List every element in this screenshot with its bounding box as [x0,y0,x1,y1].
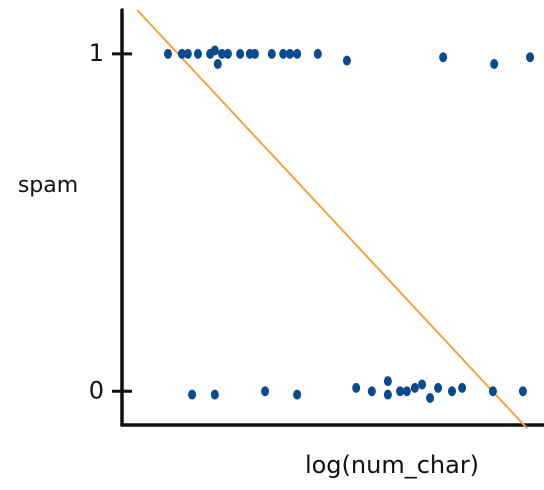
point [213,58,222,69]
y-tick-label: 1 [89,39,104,67]
point [526,52,535,63]
point [448,386,457,397]
point [410,382,419,393]
point [383,376,392,387]
point [177,48,186,59]
point [426,393,435,404]
point [383,389,392,400]
point [285,48,294,59]
point [293,48,302,59]
point [193,48,202,59]
point [223,48,232,59]
point [267,48,276,59]
point [163,48,172,59]
point [210,389,219,400]
point [396,386,405,397]
point [313,48,322,59]
point [183,48,192,59]
point [434,382,443,393]
point [293,389,302,400]
y-tick-label: 0 [89,376,104,404]
point [488,386,497,397]
point [188,389,197,400]
point [418,379,427,390]
y-axis-label: spam [18,173,78,198]
point [279,48,288,59]
fit-line [136,9,528,430]
point [518,386,527,397]
x-axis-label: log(num_char) [305,451,479,479]
point [458,382,467,393]
point [236,48,245,59]
point [352,382,361,393]
point [261,386,270,397]
point [218,48,227,59]
point [367,386,376,397]
point [342,55,351,66]
point [439,52,448,63]
point [250,48,259,59]
point [402,386,411,397]
point [210,45,219,56]
point [490,58,499,69]
